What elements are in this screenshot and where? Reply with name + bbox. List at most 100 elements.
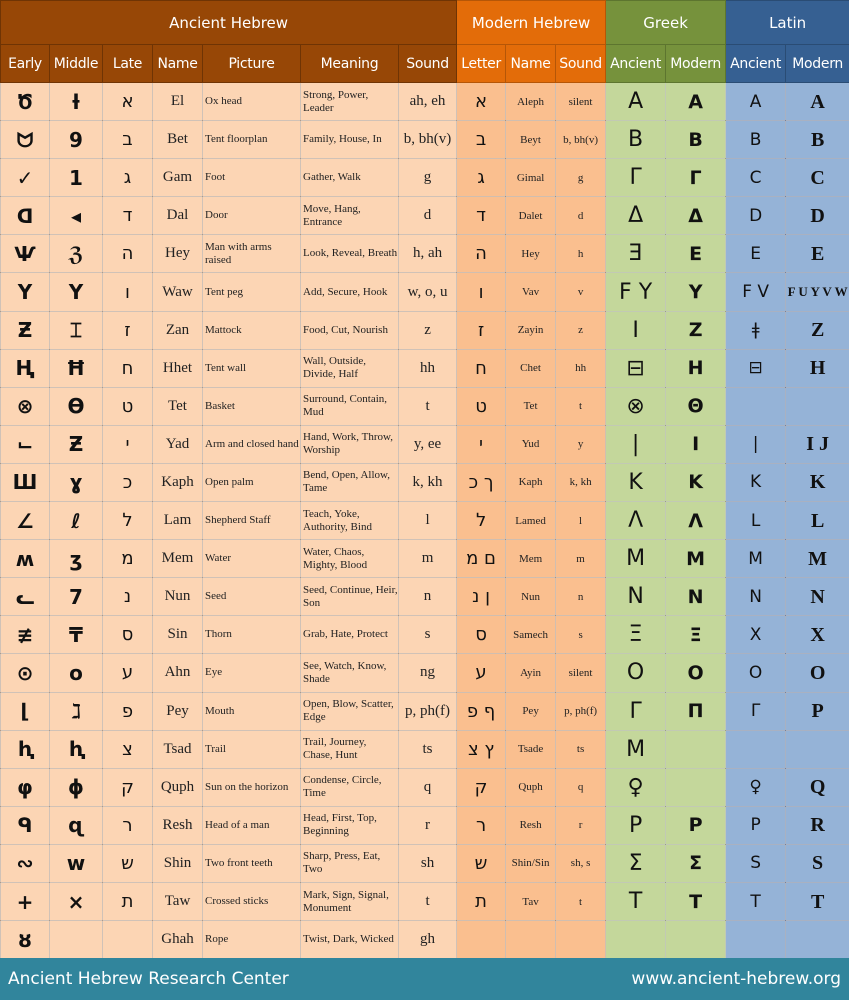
- picture-text: Ox head: [202, 81, 301, 122]
- greek-modern-letter: Σ: [665, 843, 727, 883]
- late-glyph: ק: [102, 767, 153, 807]
- letter-name: El: [152, 81, 203, 122]
- latin-ancient-glyph: Γ: [725, 691, 787, 731]
- late-glyph: ע: [102, 653, 153, 693]
- greek-modern-letter: Μ: [665, 539, 727, 579]
- modern-sound: [555, 920, 607, 960]
- early-glyph: ᓚ: [0, 577, 50, 617]
- sound-text: gh: [397, 920, 458, 960]
- greek-modern-letter: [665, 729, 727, 769]
- meaning-text: Mark, Sign, Signal, Monument: [300, 881, 399, 922]
- group-ancient-hebrew: Ancient Hebrew: [0, 0, 458, 45]
- latin-ancient-glyph: L: [725, 501, 787, 541]
- picture-text: Foot: [202, 158, 301, 198]
- modern-sound: silent: [555, 653, 607, 693]
- modern-letter: ה: [456, 234, 507, 274]
- picture-text: Two front teeth: [202, 843, 301, 883]
- table-row: Ѱ ℨ ה Hey Man with arms raised Look, Reveal, …: [0, 234, 849, 274]
- modern-sound: sh, s: [555, 843, 607, 883]
- middle-glyph: ⱨ: [49, 729, 103, 769]
- modern-letter: ל: [456, 501, 507, 541]
- latin-ancient-glyph: M: [725, 539, 787, 579]
- modern-sound: k, kh: [555, 462, 607, 503]
- sound-text: n: [397, 577, 458, 617]
- sound-text: ts: [397, 729, 458, 769]
- latin-ancient-glyph: ǂ: [725, 310, 787, 350]
- column-header-sound: Sound: [397, 44, 458, 83]
- late-glyph: ל: [102, 501, 153, 541]
- table-row: ⊙ o ע Ahn Eye See, Watch, Know, Shade ng ע Ayin s…: [0, 653, 849, 693]
- modern-sound: h: [555, 234, 607, 274]
- greek-modern-letter: Κ: [665, 462, 727, 503]
- modern-name: Hey: [505, 234, 557, 274]
- modern-name: Samech: [505, 615, 557, 655]
- modern-sound: ts: [555, 729, 607, 769]
- modern-name: Tsade: [505, 729, 557, 769]
- middle-glyph: ϴ: [49, 386, 103, 426]
- greek-ancient-glyph: Ξ: [605, 615, 667, 655]
- table-row: ⊗ ϴ ט Tet Basket Surround, Contain, Mud t ט Tet t…: [0, 386, 849, 426]
- latin-modern-letter: [785, 386, 849, 426]
- latin-ancient-glyph: E: [725, 234, 787, 274]
- latin-modern-letter: O: [785, 653, 849, 693]
- letter-name: Yad: [152, 424, 203, 464]
- modern-sound: b, bh(v): [555, 120, 607, 160]
- modern-name: Gimal: [505, 158, 557, 198]
- sound-text: q: [397, 767, 458, 807]
- early-glyph: Ⱨ: [0, 348, 50, 388]
- greek-modern-letter: Α: [665, 81, 727, 122]
- letter-name: Waw: [152, 272, 203, 312]
- letter-name: Lam: [152, 501, 203, 541]
- late-glyph: ס: [102, 615, 153, 655]
- meaning-text: Trail, Journey, Chase, Hunt: [300, 729, 399, 769]
- modern-sound: d: [555, 196, 607, 236]
- letter-name: Kaph: [152, 462, 203, 503]
- latin-ancient-glyph: Ϝ V: [725, 272, 787, 312]
- modern-letter: ת: [456, 881, 507, 922]
- greek-modern-letter: Θ: [665, 386, 727, 426]
- modern-letter: א: [456, 81, 507, 122]
- table-row: ȣ Ghah Rope Twist, Dark, Wicked gh: [0, 920, 849, 960]
- middle-glyph: ƚ: [49, 81, 103, 122]
- greek-ancient-glyph: Ϝ Υ: [605, 272, 667, 312]
- greek-ancient-glyph: Ǝ: [605, 234, 667, 274]
- modern-sound: v: [555, 272, 607, 312]
- middle-glyph: Ħ: [49, 348, 103, 388]
- greek-modern-letter: Β: [665, 120, 727, 160]
- footer-website-link[interactable]: www.ancient-hebrew.org: [631, 969, 841, 989]
- table-row: ᗢ 9 ב Bet Tent floorplan Family, House, In b, …: [0, 120, 849, 160]
- early-glyph: ᑫ: [0, 805, 50, 845]
- latin-modern-letter: M: [785, 539, 849, 579]
- middle-glyph: 1: [49, 158, 103, 198]
- column-header-modern-name: Name: [505, 44, 557, 83]
- greek-ancient-glyph: Γ: [605, 158, 667, 198]
- modern-name: Lamed: [505, 501, 557, 541]
- modern-name: Yud: [505, 424, 557, 464]
- early-glyph: ᗢ: [0, 120, 50, 160]
- early-glyph: Ծ: [0, 81, 50, 122]
- column-header-latin-modern: Modern: [785, 44, 849, 83]
- modern-name: Beyt: [505, 120, 557, 160]
- meaning-text: Surround, Contain, Mud: [300, 386, 399, 426]
- early-glyph: Ѱ: [0, 234, 50, 274]
- letter-name: Hhet: [152, 348, 203, 388]
- greek-modern-letter: Π: [665, 691, 727, 731]
- meaning-text: Twist, Dark, Wicked: [300, 920, 399, 960]
- table-row: ᗡ ◂ ד Dal Door Move, Hang, Entrance d ד Dalet d Δ Δ…: [0, 196, 849, 236]
- greek-ancient-glyph: M: [605, 539, 667, 579]
- late-glyph: פ: [102, 691, 153, 731]
- picture-text: Arm and closed hand: [202, 424, 301, 464]
- modern-sound: l: [555, 501, 607, 541]
- meaning-text: Grab, Hate, Protect: [300, 615, 399, 655]
- greek-ancient-glyph: P: [605, 805, 667, 845]
- sound-text: b, bh(v): [397, 120, 458, 160]
- modern-letter: ס: [456, 615, 507, 655]
- sound-text: m: [397, 539, 458, 579]
- greek-modern-letter: Τ: [665, 881, 727, 922]
- picture-text: Open palm: [202, 462, 301, 503]
- latin-modern-letter: H: [785, 348, 849, 388]
- letter-name: Taw: [152, 881, 203, 922]
- modern-name: Tet: [505, 386, 557, 426]
- latin-modern-letter: K: [785, 462, 849, 503]
- modern-letter: ע: [456, 653, 507, 693]
